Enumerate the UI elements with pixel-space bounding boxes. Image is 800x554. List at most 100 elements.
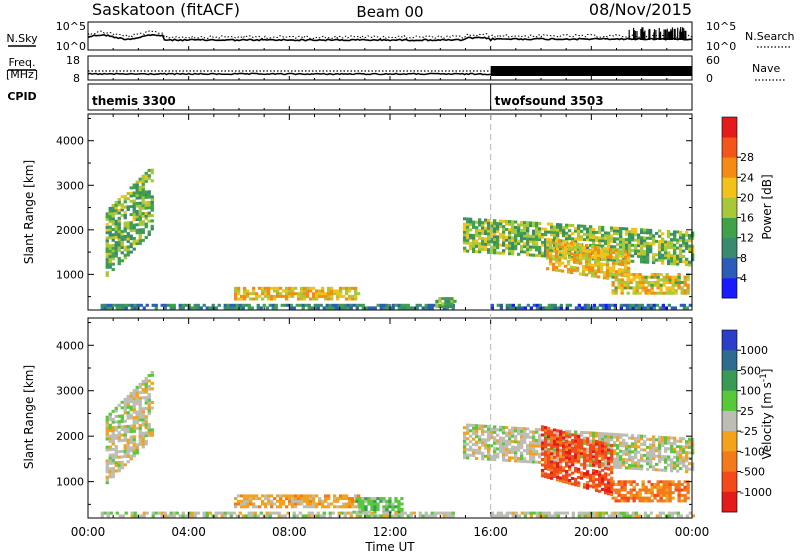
heatmap-cell [490,240,493,243]
heatmap-cell [136,210,139,213]
heatmap-cell [618,273,621,276]
heatmap-cell [127,235,130,238]
heatmap-cell [580,230,583,233]
heatmap-cell [398,306,401,309]
heatmap-cell [673,450,676,453]
heatmap-cell [481,427,484,430]
heatmap-cell [148,230,151,233]
heatmap-cell [118,260,121,263]
heatmap-cell [255,295,258,298]
heatmap-cell [115,464,118,467]
heatmap-cell [595,478,598,481]
heatmap-cell [511,435,514,438]
heatmap-cell [577,441,580,444]
heatmap-cell [652,259,655,262]
heatmap-cell [496,453,499,456]
heatmap-cell [565,473,568,476]
heatmap-cell [630,286,633,289]
heatmap-cell [610,469,613,472]
heatmap-cell [650,304,653,307]
heatmap-cell [524,514,527,517]
heatmap-cell [398,304,401,307]
heatmap-cell [666,483,669,486]
heatmap-cell [466,228,469,231]
heatmap-cell [656,514,659,517]
heatmap-cell [684,278,687,281]
heatmap-cell [441,305,444,308]
heatmap-cell [230,304,233,307]
heatmap-cell [579,248,582,251]
heatmap-cell [670,246,673,249]
heatmap-cell [478,427,481,430]
y-tick-label: 4000 [56,339,84,352]
heatmap-cell [496,241,499,244]
heatmap-cell [133,408,136,411]
heatmap-cell [599,304,602,307]
heatmap-cell [553,472,556,475]
heatmap-cell [658,455,661,458]
heatmap-cell [651,276,654,279]
heatmap-cell [514,221,517,224]
heatmap-cell [594,246,597,249]
heatmap-cell [309,298,312,301]
heatmap-cell [642,284,645,287]
heatmap-cell [544,464,547,467]
heatmap-cell [526,232,529,235]
heatmap-cell [634,467,637,470]
heatmap-cell [115,246,118,249]
heatmap-cell [122,306,125,309]
heatmap-cell [577,227,580,230]
heatmap-cell [642,276,645,279]
heatmap-cell [128,304,131,307]
heatmap-cell [491,512,494,515]
heatmap-cell [642,286,645,289]
heatmap-cell [463,434,466,437]
heatmap-cell [691,452,694,455]
heatmap-cell [664,251,667,254]
heatmap-cell [615,289,618,292]
heatmap-cell [356,306,359,309]
heatmap-cell [368,514,371,517]
heatmap-cell [517,229,520,232]
heatmap-cell [676,255,679,258]
heatmap-cell [598,484,601,487]
heatmap-cell [139,443,142,446]
heatmap-cell [547,468,550,471]
heatmap-cell [582,268,585,271]
heatmap-cell [613,449,616,452]
heatmap-cell [564,243,567,246]
heatmap-cell [487,433,490,436]
heatmap-cell [617,512,620,515]
heatmap-cell [499,437,502,440]
heatmap-cell [684,494,687,497]
heatmap-cell [502,231,505,234]
heatmap-cell [133,405,136,408]
heatmap-cell [242,304,245,307]
heatmap-cell [594,248,597,251]
heatmap-cell [666,489,669,492]
heatmap-cell [496,235,499,238]
heatmap-cell [667,439,670,442]
heatmap-cell [121,466,124,469]
heatmap-cell [333,292,336,295]
heatmap-cell [354,292,357,295]
heatmap-cell [628,464,631,467]
heatmap-cell [392,306,395,309]
heatmap-cell [556,451,559,454]
heatmap-cell [291,505,294,508]
heatmap-cell [688,245,691,248]
heatmap-cell [669,289,672,292]
heatmap-cell [161,304,164,307]
heatmap-cell [661,238,664,241]
heatmap-cell [624,486,627,489]
heatmap-cell [112,453,115,456]
heatmap-cell [562,232,565,235]
heatmap-cell [667,246,670,249]
heatmap-cell [294,497,297,500]
heatmap-cell [594,254,597,257]
heatmap-cell [106,231,109,234]
heatmap-cell [136,413,139,416]
heatmap-cell [633,489,636,492]
heatmap-cell [508,234,511,237]
